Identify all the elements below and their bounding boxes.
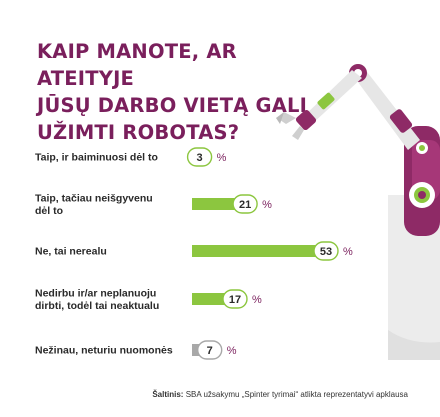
category-label: dėl to <box>35 205 63 217</box>
unit-label: % <box>252 294 262 306</box>
robot-base <box>388 195 440 360</box>
value-label: 21 <box>239 199 251 211</box>
value-badge <box>186 147 213 167</box>
value-label: 3 <box>197 152 203 164</box>
value-badge <box>196 340 223 360</box>
value-badge <box>313 241 339 261</box>
value-badge <box>232 194 258 214</box>
value-badge <box>222 289 248 309</box>
unit-label: % <box>217 152 227 164</box>
source-note: Šaltinis: SBA užsakymu „Spinter tyrimai“… <box>0 390 408 399</box>
bar <box>192 198 246 210</box>
category-label: Taip, tačiau neišgyvenu <box>35 192 153 204</box>
category-label: Ne, tai nerealu <box>35 246 107 258</box>
source-text: SBA užsakymu „Spinter tyrimai“ atlikta r… <box>185 390 408 399</box>
unit-label: % <box>343 246 353 258</box>
chart-title: KAIP MANOTE, AR ATEITYJE JŪSŲ DARBO VIET… <box>37 38 317 146</box>
source-label: Šaltinis: <box>152 390 184 399</box>
category-label: dirbti, todėl tai neaktualu <box>35 300 159 312</box>
unit-label: % <box>262 199 272 211</box>
value-label: 53 <box>320 246 332 258</box>
bar <box>192 245 326 257</box>
title-line: KAIP MANOTE, AR ATEITYJE <box>37 40 237 90</box>
category-label: Nedirbu ir/ar neplanuoju <box>35 287 156 299</box>
category-label: Nežinau, neturiu nuomonės <box>35 345 173 357</box>
robot-gripper <box>280 112 296 124</box>
title-line: UŽIMTI ROBOTAS? <box>37 121 240 144</box>
unit-label: % <box>227 345 237 357</box>
title-line: JŪSŲ DARBO VIETĄ GALI <box>37 94 308 117</box>
value-label: 17 <box>229 294 241 306</box>
category-label: Taip, ir baiminuosi dėl to <box>35 152 158 164</box>
value-label: 7 <box>207 345 213 357</box>
robot-wrist <box>295 109 317 131</box>
